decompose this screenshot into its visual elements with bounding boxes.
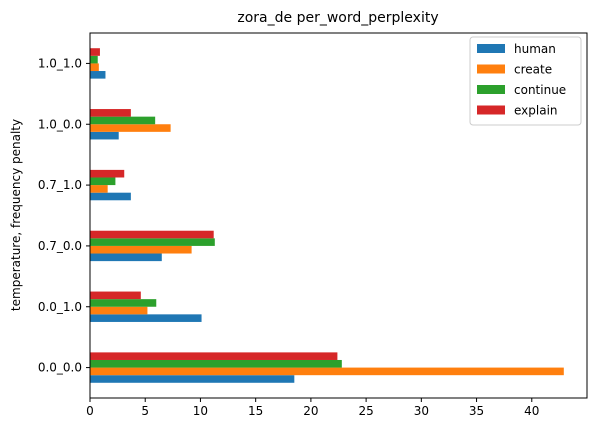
- bar-human-0.0_0.0: [90, 375, 295, 383]
- legend-label-human: human: [514, 42, 556, 56]
- bar-human-0.0_1.0: [90, 314, 202, 322]
- x-tick-label-20: 20: [303, 404, 318, 418]
- bar-continue-0.0_0.0: [90, 359, 342, 368]
- bar-explain-0.0_1.0: [90, 291, 141, 300]
- bar-create-0.0_0.0: [90, 367, 564, 376]
- chart-title: zora_de per_word_perplexity: [237, 10, 438, 26]
- legend-swatch-human: [477, 44, 505, 53]
- y-tick-label-1.0_1.0: 1.0_1.0: [38, 56, 82, 70]
- bar-human-0.7_0.0: [90, 253, 162, 262]
- y-tick-label-0.0_1.0: 0.0_1.0: [38, 300, 82, 314]
- x-tick-label-10: 10: [193, 404, 208, 418]
- legend-label-continue: continue: [514, 83, 566, 97]
- legend: human create continue explain: [469, 36, 582, 126]
- bar-continue-0.0_1.0: [90, 299, 157, 307]
- x-tick-label-15: 15: [248, 404, 263, 418]
- y-tick-label-1.0_0.0: 1.0_0.0: [38, 117, 82, 131]
- bar-continue-0.7_0.0: [90, 238, 215, 246]
- x-tick-label-0: 0: [86, 404, 94, 418]
- bar-continue-1.0_0.0: [90, 116, 156, 125]
- x-tick-label-40: 40: [524, 404, 539, 418]
- bar-human-1.0_0.0: [90, 131, 119, 140]
- axes-group: 0.0_0.0 0.0_1.0 0.7_0.0 0.7_1.0 1.0_0.0 1.0_1…: [38, 32, 588, 418]
- x-tick-label-25: 25: [358, 404, 373, 418]
- legend-swatch-continue: [477, 85, 505, 94]
- bars-group: [90, 48, 564, 383]
- bar-create-1.0_1.0: [90, 63, 99, 72]
- bar-create-0.7_0.0: [90, 245, 192, 254]
- x-tick-label-30: 30: [414, 404, 429, 418]
- legend-label-explain: explain: [514, 104, 558, 118]
- legend-swatch-explain: [477, 105, 505, 115]
- legend-frame: [469, 36, 582, 126]
- y-tick-label-0.7_0.0: 0.7_0.0: [38, 239, 82, 253]
- x-tick-label-35: 35: [469, 404, 484, 418]
- bar-human-0.7_1.0: [90, 192, 131, 201]
- bar-explain-1.0_0.0: [90, 109, 131, 117]
- y-tick-label-0.0_0.0: 0.0_0.0: [38, 361, 82, 375]
- plot-frame: [89, 32, 588, 399]
- bar-explain-1.0_1.0: [90, 48, 100, 56]
- legend-label-create: create: [514, 63, 552, 77]
- bar-explain-0.7_0.0: [90, 230, 214, 239]
- bar-continue-1.0_1.0: [90, 55, 98, 64]
- y-tick-label-0.7_1.0: 0.7_1.0: [38, 178, 82, 192]
- bar-create-0.0_1.0: [90, 306, 148, 315]
- bar-create-0.7_1.0: [90, 185, 108, 193]
- bar-human-1.0_1.0: [90, 71, 106, 79]
- bar-explain-0.7_1.0: [90, 169, 125, 178]
- y-axis-label: temperature, frequency penalty: [9, 119, 23, 311]
- bar-explain-0.0_0.0: [90, 352, 338, 360]
- legend-swatch-create: [477, 64, 505, 74]
- bar-create-1.0_0.0: [90, 124, 171, 132]
- x-tick-label-5: 5: [141, 404, 149, 418]
- bar-continue-0.7_1.0: [90, 177, 116, 186]
